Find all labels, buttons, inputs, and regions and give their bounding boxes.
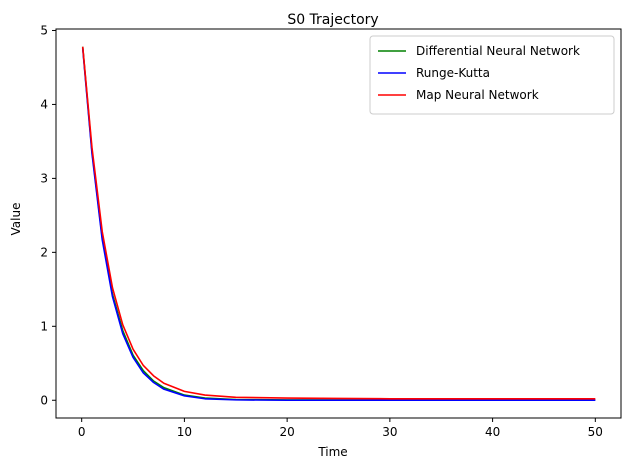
y-tick-label: 3 [40,171,48,185]
x-tick-label: 50 [588,425,603,439]
legend: Differential Neural Network Runge-Kutta Ma… [369,35,615,115]
series-line-1 [81,48,596,402]
y-tick-label: 2 [40,245,48,259]
y-axis-label: Value [9,203,23,236]
x-tick-label: 30 [382,425,397,439]
legend-label-0: Differential Neural Network [416,44,580,58]
legend-label-1: Runge-Kutta [416,66,490,80]
x-tick-label: 40 [485,425,500,439]
x-tick-label: 0 [78,425,86,439]
legend-label-2: Map Neural Network [416,88,539,102]
y-axis-ticks: 0 1 2 3 4 5 [40,23,56,407]
x-axis-label: Time [317,445,347,459]
y-tick-label: 0 [40,393,48,407]
axes-frame [55,28,622,419]
y-tick-label: 5 [40,23,48,37]
y-tick-label: 4 [40,97,48,111]
series-line-2 [81,46,596,400]
x-axis-ticks: 0 10 20 30 40 50 [78,418,603,439]
x-tick-label: 10 [177,425,192,439]
x-tick-label: 20 [279,425,294,439]
legend-box [369,35,615,115]
y-tick-label: 1 [40,319,48,333]
plot-area [55,28,622,419]
chart-title: S0 Trajectory [287,12,378,28]
